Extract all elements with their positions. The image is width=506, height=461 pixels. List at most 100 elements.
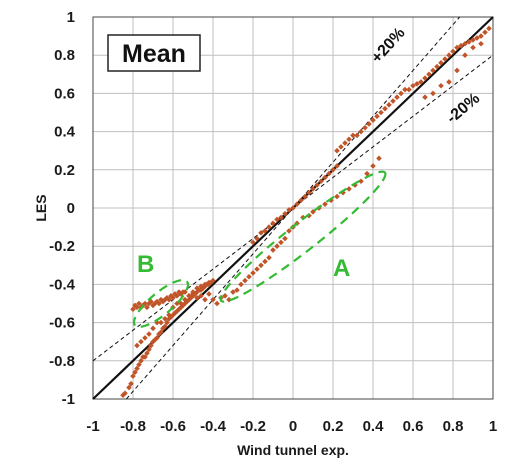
data-point-144 <box>294 201 300 207</box>
data-point-78 <box>158 296 164 303</box>
plot-frame <box>92 16 494 400</box>
y-tick-label-3: -0.4 <box>49 276 76 293</box>
ref-label-plus20: +20% <box>368 25 408 67</box>
y-tick-label-4: -0.2 <box>49 238 75 255</box>
data-point-170 <box>394 94 400 101</box>
data-point-66 <box>134 304 140 311</box>
data-point-91 <box>186 293 192 299</box>
data-point-161 <box>358 128 364 135</box>
y-tick-label-1: -0.8 <box>49 353 75 370</box>
data-point-100 <box>222 293 228 299</box>
data-point-195 <box>430 90 436 97</box>
data-point-106 <box>246 273 252 280</box>
y-tick-label-5: 0 <box>67 200 75 217</box>
data-point-173 <box>406 86 412 93</box>
data-point-179 <box>430 67 436 74</box>
data-point-131 <box>370 163 376 169</box>
data-point-76 <box>154 298 160 305</box>
y-tick-label-6: 0.2 <box>54 162 75 179</box>
data-point-92 <box>190 291 196 297</box>
data-point-186 <box>458 42 464 49</box>
title-box <box>107 34 201 72</box>
data-point-158 <box>346 136 352 143</box>
annotation-ellipse-b <box>132 278 190 329</box>
x-tick-label-4: -0.2 <box>240 418 266 435</box>
data-point-109 <box>258 262 264 269</box>
data-point-187 <box>462 40 468 47</box>
data-point-29 <box>180 302 186 309</box>
data-point-143 <box>290 205 296 211</box>
data-point-154 <box>334 163 340 169</box>
data-point-113 <box>274 243 280 249</box>
data-point-132 <box>376 155 382 162</box>
data-point-193 <box>486 25 492 32</box>
data-point-199 <box>462 52 468 58</box>
data-point-61 <box>198 283 204 290</box>
data-point-156 <box>338 144 344 150</box>
data-point-196 <box>438 82 444 89</box>
data-point-137 <box>266 224 272 230</box>
data-point-110 <box>262 258 268 265</box>
data-point-116 <box>286 228 292 234</box>
data-point-18 <box>158 329 164 335</box>
data-point-74 <box>150 302 156 309</box>
data-point-10 <box>142 354 148 360</box>
data-point-46 <box>138 338 144 345</box>
data-point-177 <box>422 75 428 81</box>
data-point-124 <box>328 197 334 204</box>
data-point-15 <box>152 336 158 343</box>
data-point-148 <box>310 186 316 192</box>
y-tick-labels: -1 -0.8 -0.6 -0.4 -0.2 0 0.2 0.4 0.6 0.8 1 <box>49 9 76 408</box>
data-point-21 <box>164 319 170 326</box>
data-point-188 <box>466 39 472 45</box>
data-point-38 <box>198 287 204 293</box>
data-point-134 <box>254 235 260 242</box>
data-point-94 <box>198 293 204 299</box>
x-tick-label-5: 0 <box>289 418 297 435</box>
ref-label-minus20: -20% <box>444 90 484 127</box>
data-point-181 <box>438 60 444 66</box>
data-point-146 <box>302 193 308 200</box>
data-point-175 <box>414 81 420 87</box>
data-point-62 <box>202 281 208 288</box>
data-point-130 <box>364 170 370 177</box>
data-point-28 <box>178 304 184 311</box>
data-point-162 <box>362 124 368 131</box>
data-point-5 <box>132 369 138 376</box>
data-point-112 <box>270 247 276 253</box>
data-point-198 <box>454 67 460 74</box>
data-point-57 <box>182 296 188 303</box>
data-point-185 <box>454 44 460 51</box>
data-point-2 <box>126 384 132 391</box>
data-point-3 <box>128 380 134 387</box>
data-point-47 <box>142 335 148 341</box>
data-point-150 <box>318 178 324 185</box>
data-point-114 <box>278 239 284 246</box>
data-point-142 <box>286 207 292 213</box>
data-point-90 <box>182 289 188 295</box>
annotation-ellipse-a <box>219 170 387 303</box>
data-point-14 <box>150 338 156 345</box>
data-point-155 <box>334 147 340 154</box>
data-point-167 <box>382 105 388 112</box>
data-point-44 <box>210 277 216 284</box>
x-tick-label-2: -0.6 <box>160 418 186 435</box>
data-point-182 <box>442 56 448 62</box>
x-tick-label-10: 1 <box>489 418 497 435</box>
data-point-64 <box>130 306 136 313</box>
x-axis-label: Wind tunnel exp. <box>237 442 349 458</box>
y-tick-label-2: -0.6 <box>49 315 75 332</box>
data-point-103 <box>234 287 240 293</box>
y-tick-label-7: 0.4 <box>54 124 76 141</box>
data-point-48 <box>146 331 152 337</box>
data-point-192 <box>482 29 488 36</box>
data-point-194 <box>422 94 428 101</box>
data-point-164 <box>370 117 376 123</box>
data-point-50 <box>154 319 160 326</box>
data-point-8 <box>138 358 144 364</box>
data-point-139 <box>274 216 280 223</box>
x-tick-label-8: 0.6 <box>403 418 424 435</box>
data-point-83 <box>168 293 174 299</box>
data-point-20 <box>162 323 168 330</box>
